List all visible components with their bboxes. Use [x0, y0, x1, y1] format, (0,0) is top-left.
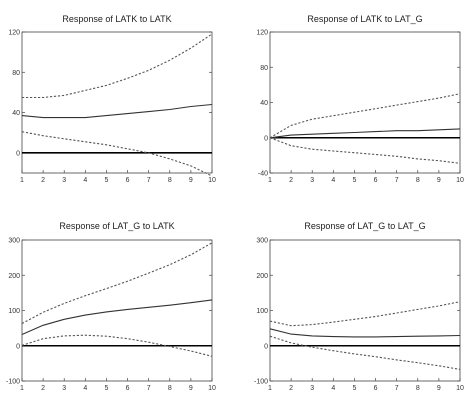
x-tick-label: 5 [104, 177, 108, 184]
confidence-band-lower [21, 131, 213, 177]
x-tick-label: 9 [437, 177, 441, 184]
panel-3: Response of LAT_G to LATK -100 0 100 200 300 1… [6, 221, 216, 392]
y-tick-label: 0 [264, 135, 268, 142]
y-tick-label: 300 [8, 238, 20, 245]
confidence-band-lower [269, 335, 461, 370]
x-tick-label: 9 [189, 385, 193, 392]
x-tick-label: 4 [331, 385, 335, 392]
x-tick-label: 4 [331, 177, 335, 184]
y-tick-label: 120 [256, 30, 268, 37]
confidence-band-upper [269, 93, 461, 139]
y-tick-label: -40 [258, 171, 268, 178]
panel-title: Response of LATK to LATK [62, 14, 171, 24]
x-tick-label: 6 [126, 177, 130, 184]
panel-title: Response of LAT_G to LAT_G [304, 221, 425, 231]
y-tick-label: 0 [16, 343, 20, 350]
x-tick-label: 10 [456, 177, 464, 184]
panel-title: Response of LATK to LAT_G [307, 14, 422, 24]
x-tick-label: 10 [456, 385, 464, 392]
response-line [21, 103, 213, 119]
panel-title: Response of LAT_G to LATK [59, 221, 174, 231]
panel-2: Response of LATK to LAT_G -40 0 40 80 120 1 2 3 4… [256, 14, 464, 184]
x-tick-label: 8 [168, 385, 172, 392]
x-tick-label: 1 [268, 177, 272, 184]
x-tick-label: 1 [20, 177, 24, 184]
plot-frame [269, 31, 461, 174]
y-tick-label: -100 [6, 379, 20, 386]
y-tick-label: 200 [8, 273, 20, 280]
response-line [269, 328, 461, 338]
x-tick-label: 10 [208, 177, 216, 184]
x-tick-label: 7 [147, 385, 151, 392]
x-tick-label: 8 [416, 385, 420, 392]
y-tick-label: 300 [256, 238, 268, 245]
x-tick-label: 8 [416, 177, 420, 184]
x-tick-label: 10 [208, 385, 216, 392]
confidence-band-lower [269, 137, 461, 164]
x-tick-label: 3 [310, 385, 314, 392]
x-tick-label: 2 [41, 177, 45, 184]
panel-4: Response of LAT_G to LAT_G -100 0 100 200 300… [254, 221, 464, 392]
x-tick-label: 7 [147, 177, 151, 184]
x-tick-label: 2 [289, 177, 293, 184]
x-tick-label: 6 [126, 385, 130, 392]
x-tick-label: 7 [395, 385, 399, 392]
x-tick-label: 2 [41, 385, 45, 392]
response-line [269, 128, 461, 139]
confidence-band-upper [21, 242, 213, 324]
x-tick-label: 3 [62, 177, 66, 184]
x-tick-label: 2 [289, 385, 293, 392]
y-tick-label: 0 [16, 150, 20, 157]
y-tick-label: 100 [8, 308, 20, 315]
plot-frame [269, 239, 461, 382]
x-tick-label: 3 [310, 177, 314, 184]
plot-frame [21, 31, 213, 174]
x-tick-label: 5 [104, 385, 108, 392]
panel-1: Response of LATK to LATK 0 40 80 120 1 2 3 4 5 6 7 8… [8, 14, 216, 184]
y-tick-label: 80 [12, 70, 20, 77]
x-tick-label: 8 [168, 177, 172, 184]
y-tick-label: 100 [256, 308, 268, 315]
y-tick-label: 40 [12, 110, 20, 117]
confidence-band-lower [21, 334, 213, 357]
response-line [21, 299, 213, 336]
x-tick-label: 7 [395, 177, 399, 184]
x-tick-label: 3 [62, 385, 66, 392]
x-tick-label: 4 [83, 177, 87, 184]
x-tick-label: 4 [83, 385, 87, 392]
x-tick-label: 5 [352, 177, 356, 184]
x-tick-label: 1 [20, 385, 24, 392]
y-tick-label: 0 [264, 343, 268, 350]
x-tick-label: 9 [437, 385, 441, 392]
x-tick-label: 9 [189, 177, 193, 184]
x-tick-label: 5 [352, 385, 356, 392]
x-tick-label: 1 [268, 385, 272, 392]
confidence-band-upper [269, 301, 461, 327]
x-tick-label: 6 [374, 177, 378, 184]
y-tick-label: 40 [260, 100, 268, 107]
x-tick-label: 6 [374, 385, 378, 392]
y-tick-label: 120 [8, 30, 20, 37]
confidence-band-upper [22, 33, 213, 99]
y-tick-label: 200 [256, 273, 268, 280]
y-tick-label: -100 [254, 379, 268, 386]
y-tick-label: 80 [260, 65, 268, 72]
